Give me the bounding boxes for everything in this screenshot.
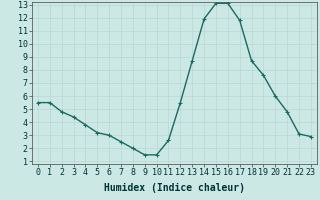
X-axis label: Humidex (Indice chaleur): Humidex (Indice chaleur) [104,183,245,193]
